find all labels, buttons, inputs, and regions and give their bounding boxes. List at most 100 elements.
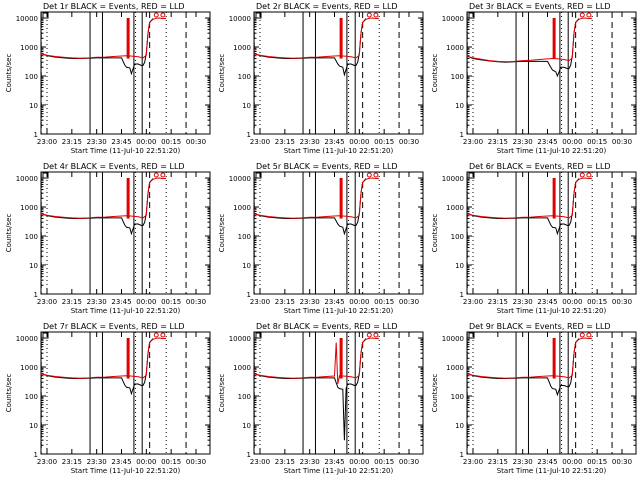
x-tick-label: 23:00: [37, 138, 57, 146]
y-tick-label: 10000: [229, 175, 251, 183]
x-tick-label: 23:15: [488, 138, 508, 146]
lld-overflow-marker: [579, 172, 585, 178]
plot-area: [254, 12, 400, 134]
x-tick-label: 00:00: [562, 458, 582, 466]
y-tick-label: 1000: [233, 204, 251, 212]
y-tick-label: 100: [25, 393, 38, 401]
x-tick-label: 00:00: [136, 458, 156, 466]
x-tick-label: 00:00: [562, 298, 582, 306]
x-tick-label: 00:15: [161, 458, 181, 466]
panel-2: Det 2r BLACK = Events, RED = LLD Counts/s…: [218, 2, 424, 155]
panel-title: Det 2r BLACK = Events, RED = LLD: [256, 2, 398, 11]
plot-area: [467, 12, 613, 134]
corner-marker: [468, 332, 475, 339]
plot-area: [254, 172, 400, 294]
panel-title: Det 5r BLACK = Events, RED = LLD: [256, 162, 398, 171]
y-tick-label: 100: [25, 233, 38, 241]
x-tick-label: 23:45: [537, 138, 557, 146]
x-tick-label: 00:30: [612, 138, 632, 146]
y-tick-label: 1000: [233, 44, 251, 52]
x-axis-label: Start Time (11-Jul-10 22:51:20): [497, 307, 607, 315]
panel-1: Det 1r BLACK = Events, RED = LLD Counts/s…: [5, 2, 211, 155]
panel-7: Det 7r BLACK = Events, RED = LLD Counts/s…: [5, 322, 211, 475]
y-tick-label: 1: [247, 131, 251, 139]
y-tick-label: 1000: [20, 204, 38, 212]
lld-series-line: [467, 177, 593, 219]
y-tick-label: 10000: [16, 335, 38, 343]
plot-frame: [466, 11, 637, 135]
corner-marker: [468, 12, 475, 19]
x-tick-label: 23:00: [463, 298, 483, 306]
panel-5: Det 5r BLACK = Events, RED = LLD Counts/s…: [218, 162, 424, 315]
events-series-line: [254, 18, 367, 77]
y-tick-label: 10: [242, 102, 251, 110]
lld-overflow-marker: [160, 12, 166, 18]
lld-overflow-marker: [366, 172, 372, 178]
x-tick-label: 00:30: [186, 458, 206, 466]
plot-area: [41, 12, 187, 134]
y-tick-label: 10: [29, 262, 38, 270]
x-tick-label: 23:45: [111, 138, 131, 146]
events-series-line: [41, 178, 154, 236]
panel-8: Det 8r BLACK = Events, RED = LLD Counts/s…: [218, 322, 424, 475]
x-tick-label: 23:45: [537, 298, 557, 306]
x-tick-label: 00:00: [136, 138, 156, 146]
panel-6: Det 6r BLACK = Events, RED = LLD Counts/s…: [431, 162, 637, 315]
y-tick-label: 100: [25, 73, 38, 81]
x-tick-label: 23:15: [488, 458, 508, 466]
x-tick-label: 00:15: [161, 298, 181, 306]
x-tick-label: 23:30: [513, 298, 533, 306]
x-tick-label: 00:30: [186, 298, 206, 306]
x-tick-label: 00:30: [399, 138, 419, 146]
x-tick-label: 23:45: [324, 138, 344, 146]
x-tick-label: 00:15: [587, 138, 607, 146]
x-tick-label: 00:15: [587, 298, 607, 306]
panel-title: Det 9r BLACK = Events, RED = LLD: [469, 322, 611, 331]
panel-title: Det 7r BLACK = Events, RED = LLD: [43, 322, 185, 331]
y-axis-label: Counts/sec: [218, 214, 226, 253]
lld-series-line: [41, 177, 167, 219]
lld-overflow-marker: [160, 172, 166, 178]
y-axis-label: Counts/sec: [431, 374, 439, 413]
lld-overflow-marker: [160, 332, 166, 338]
corner-marker: [255, 332, 262, 339]
events-series-line: [41, 18, 154, 76]
plot-area: [467, 172, 613, 294]
lld-overflow-marker: [373, 12, 379, 18]
x-axis-label: Start Time (11-Jul-10 22:51:20): [71, 307, 181, 315]
x-tick-label: 23:15: [275, 458, 295, 466]
lld-overflow-marker: [153, 332, 159, 338]
panel-title: Det 8r BLACK = Events, RED = LLD: [256, 322, 398, 331]
panel-4: Det 4r BLACK = Events, RED = LLD Counts/s…: [5, 162, 211, 315]
plot-area: [254, 332, 400, 454]
x-tick-label: 23:00: [250, 458, 270, 466]
x-tick-label: 23:15: [62, 138, 82, 146]
y-tick-label: 100: [451, 233, 464, 241]
y-tick-label: 10: [242, 262, 251, 270]
x-tick-label: 00:00: [349, 458, 369, 466]
y-tick-label: 10: [29, 422, 38, 430]
x-axis-label: Start Time (11-Jul-10 22:51:20): [497, 467, 607, 475]
y-tick-label: 1000: [446, 204, 464, 212]
x-tick-label: 23:00: [463, 458, 483, 466]
y-tick-label: 1: [247, 291, 251, 299]
lld-series-line: [41, 337, 167, 379]
x-tick-label: 23:30: [87, 138, 107, 146]
x-tick-label: 00:15: [374, 458, 394, 466]
corner-marker: [42, 332, 49, 339]
y-tick-label: 10: [29, 102, 38, 110]
plot-frame: [466, 171, 637, 295]
corner-marker: [42, 172, 49, 179]
y-tick-label: 10000: [442, 175, 464, 183]
x-tick-label: 00:30: [612, 458, 632, 466]
y-axis-label: Counts/sec: [5, 54, 13, 93]
y-axis-label: Counts/sec: [218, 54, 226, 93]
y-tick-label: 1: [34, 451, 38, 459]
lld-overflow-marker: [366, 12, 372, 18]
y-tick-label: 1000: [446, 44, 464, 52]
x-tick-label: 00:15: [374, 298, 394, 306]
lld-overflow-marker: [586, 12, 592, 18]
corner-marker: [468, 172, 475, 179]
y-tick-label: 10: [455, 422, 464, 430]
x-tick-label: 23:15: [62, 298, 82, 306]
